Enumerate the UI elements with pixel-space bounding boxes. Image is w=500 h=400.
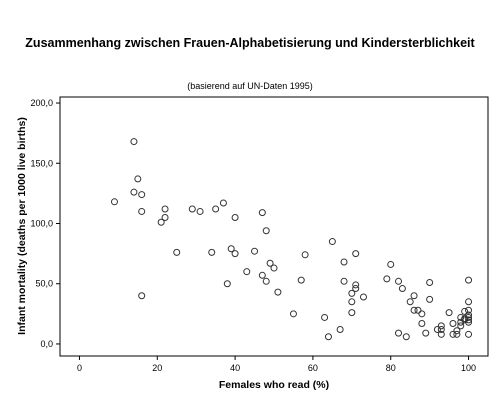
data-point [449, 319, 457, 327]
data-point [465, 298, 473, 306]
plot-frame [59, 96, 489, 357]
data-point [321, 313, 329, 321]
data-point [445, 309, 453, 317]
data-point [422, 329, 430, 337]
data-point [383, 275, 391, 283]
data-point [270, 264, 278, 272]
data-point [410, 306, 418, 314]
data-point [231, 213, 239, 221]
data-point [352, 281, 360, 289]
data-point [453, 330, 461, 338]
data-point [130, 188, 138, 196]
data-point [134, 175, 142, 183]
data-point [324, 333, 332, 341]
y-axis-title: Infant mortality (deaths per 1000 live b… [16, 117, 28, 335]
data-point [157, 218, 165, 226]
data-point [395, 277, 403, 285]
data-point [352, 285, 360, 293]
data-point [161, 205, 169, 213]
data-point [274, 288, 282, 296]
data-point [352, 250, 360, 258]
data-point [212, 205, 220, 213]
x-tick-label: 0 [77, 363, 82, 373]
data-point [340, 277, 348, 285]
data-point [465, 318, 473, 326]
data-point [398, 285, 406, 293]
data-point [426, 279, 434, 287]
data-point [465, 311, 473, 319]
x-tick-label: 20 [152, 363, 162, 373]
data-point [161, 213, 169, 221]
data-point [266, 259, 274, 267]
data-point [130, 138, 138, 146]
data-point [414, 306, 422, 314]
data-point [402, 333, 410, 341]
data-point [208, 248, 216, 256]
data-point [437, 322, 445, 330]
data-point [243, 268, 251, 276]
data-point [461, 307, 469, 315]
y-tick-label: 150,0 [30, 158, 53, 168]
data-point [457, 322, 465, 330]
data-point [336, 325, 344, 333]
data-point [406, 298, 414, 306]
data-point [227, 245, 235, 253]
data-point [251, 247, 259, 255]
data-point [223, 280, 231, 288]
data-point [262, 277, 270, 285]
data-point [258, 209, 266, 217]
y-tick-label: 200,0 [30, 98, 53, 108]
data-point [465, 306, 473, 314]
data-point [262, 227, 270, 235]
data-point [289, 310, 297, 318]
data-point [231, 250, 239, 258]
data-point [465, 316, 473, 324]
data-point [395, 329, 403, 337]
data-point [340, 258, 348, 266]
data-point [426, 295, 434, 303]
y-tick-label: 100,0 [30, 218, 53, 228]
y-tick-label: 50,0 [35, 279, 53, 289]
data-point [173, 248, 181, 256]
data-point [188, 205, 196, 213]
data-point [110, 198, 118, 206]
x-tick-label: 60 [308, 363, 318, 373]
data-point [301, 251, 309, 259]
chart-title: Zusammenhang zwischen Frauen-Alphabetisi… [25, 36, 475, 50]
data-point [437, 330, 445, 338]
data-point [348, 289, 356, 297]
data-point [387, 260, 395, 268]
data-point [328, 238, 336, 246]
x-tick-label: 80 [386, 363, 396, 373]
data-point [449, 330, 457, 338]
data-point [418, 319, 426, 327]
data-point [453, 327, 461, 335]
data-point [437, 325, 445, 333]
data-point [418, 310, 426, 318]
data-point [348, 309, 356, 317]
data-point [461, 315, 469, 323]
data-point [258, 271, 266, 279]
x-tick-label: 100 [461, 363, 476, 373]
chart-subtitle: (basierend auf UN-Daten 1995) [187, 81, 313, 91]
data-point [433, 325, 441, 333]
data-point [359, 293, 367, 301]
data-point [138, 191, 146, 199]
x-axis-title: Females who read (%) [219, 379, 329, 391]
data-point [348, 298, 356, 306]
data-point [138, 207, 146, 215]
x-tick-label: 40 [230, 363, 240, 373]
data-point [465, 313, 473, 321]
y-tick-label: 0,0 [40, 339, 53, 349]
data-point [297, 276, 305, 284]
data-point [410, 292, 418, 300]
data-point [465, 330, 473, 338]
data-point [138, 292, 146, 300]
data-point [219, 199, 227, 207]
data-point [465, 276, 473, 284]
data-point [196, 207, 204, 215]
